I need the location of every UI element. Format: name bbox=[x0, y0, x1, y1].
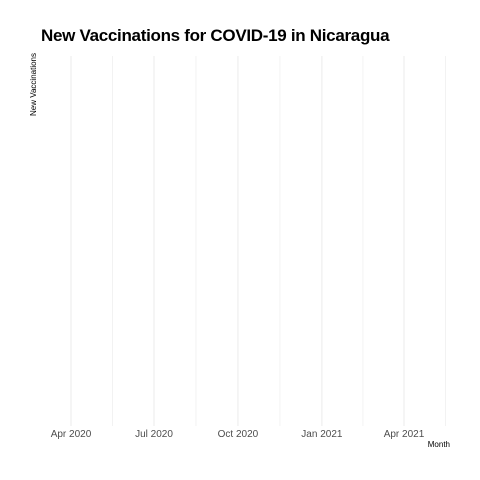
chart-title: New Vaccinations for COVID-19 in Nicarag… bbox=[41, 26, 390, 45]
x-tick-label: Oct 2020 bbox=[218, 429, 259, 440]
x-tick-label: Apr 2021 bbox=[384, 429, 425, 440]
x-tick-label: Jan 2021 bbox=[301, 429, 343, 440]
x-tick-label: Jul 2020 bbox=[135, 429, 173, 440]
x-tick-label: Apr 2020 bbox=[51, 429, 92, 440]
x-axis-label: Month bbox=[427, 440, 450, 449]
